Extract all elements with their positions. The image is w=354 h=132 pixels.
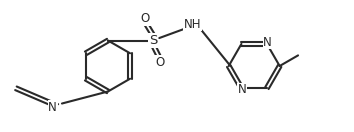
Text: N: N xyxy=(48,101,57,114)
Text: S: S xyxy=(149,34,158,47)
Text: O: O xyxy=(155,56,164,69)
Text: O: O xyxy=(141,12,150,25)
Text: N: N xyxy=(238,83,246,96)
Text: NH: NH xyxy=(183,18,201,31)
Text: N: N xyxy=(263,36,272,49)
